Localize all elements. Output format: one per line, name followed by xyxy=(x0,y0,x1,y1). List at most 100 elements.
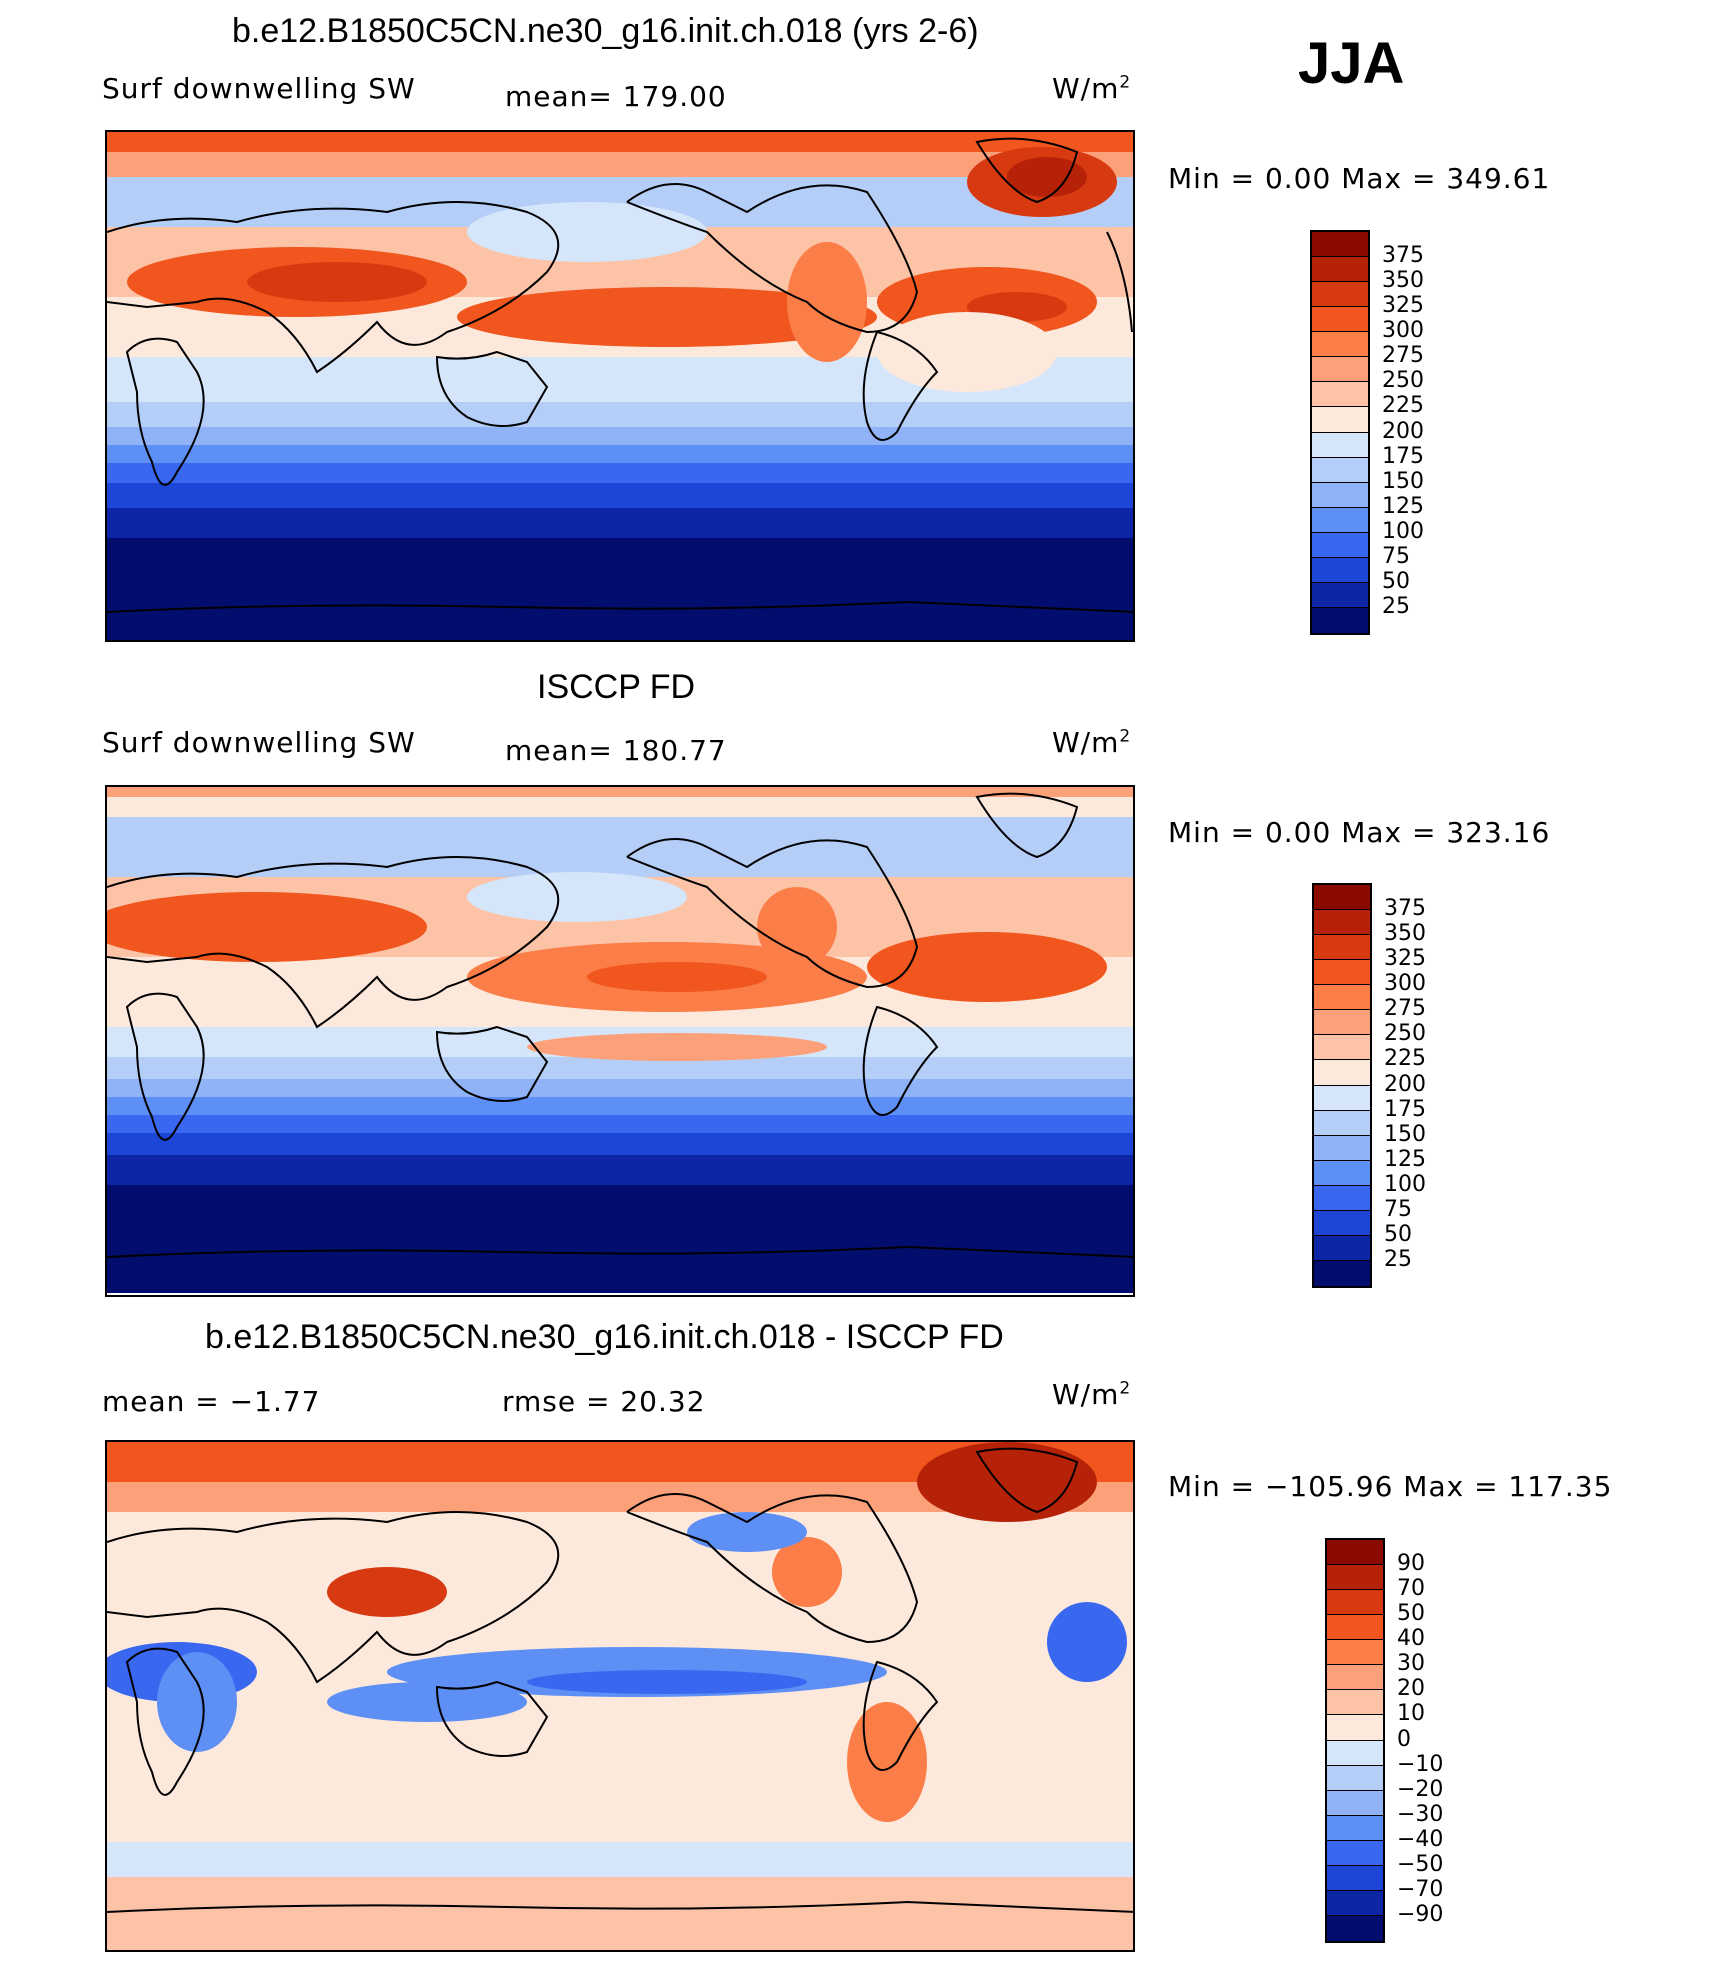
colorbar-swatch xyxy=(1312,282,1368,308)
colorbar-swatch xyxy=(1327,1640,1383,1666)
colorbar-swatch xyxy=(1314,885,1370,911)
colorbar-swatch xyxy=(1327,1540,1383,1566)
colorbar-tick-label: 50 xyxy=(1382,568,1410,594)
colorbar-swatch xyxy=(1312,507,1368,533)
colorbar-tick-label: −40 xyxy=(1397,1826,1444,1852)
colorbar-swatch xyxy=(1327,1890,1383,1916)
colorbar-swatch xyxy=(1314,1235,1370,1261)
colorbar-swatch xyxy=(1312,332,1368,358)
colorbar-swatch xyxy=(1327,1865,1383,1891)
panel3-units: W/m2 xyxy=(1052,1378,1132,1411)
colorbar-swatch xyxy=(1314,935,1370,961)
colorbar-swatch xyxy=(1312,257,1368,283)
colorbar-swatch xyxy=(1327,1590,1383,1616)
panel2-units: W/m2 xyxy=(1052,726,1132,759)
colorbar-tick-label: 10 xyxy=(1397,1701,1425,1727)
colorbar-tick-label: 300 xyxy=(1382,318,1424,344)
colorbar-swatch xyxy=(1312,382,1368,408)
colorbar-tick-label: 375 xyxy=(1384,896,1426,922)
colorbar-swatch xyxy=(1312,482,1368,508)
colorbar-swatch xyxy=(1314,1210,1370,1236)
colorbar-swatch xyxy=(1314,1085,1370,1111)
colorbar-swatch xyxy=(1327,1815,1383,1841)
colorbar-tick-label: −20 xyxy=(1397,1776,1444,1802)
colorbar-tick-label: 40 xyxy=(1397,1626,1425,1652)
colorbar-swatch xyxy=(1327,1690,1383,1716)
colorbar-swatch xyxy=(1327,1740,1383,1766)
panel2-map xyxy=(105,785,1135,1297)
colorbar-tick-label: 275 xyxy=(1382,343,1424,369)
colorbar-swatch xyxy=(1314,985,1370,1011)
colorbar-swatch xyxy=(1312,607,1368,633)
colorbar-tick-label: 100 xyxy=(1382,518,1424,544)
panel2-mean: mean= 180.77 xyxy=(505,734,727,767)
colorbar-swatch xyxy=(1312,532,1368,558)
panel1-variable-label: Surf downwelling SW xyxy=(102,72,416,105)
colorbar-swatch xyxy=(1312,432,1368,458)
colorbar-swatch xyxy=(1314,1110,1370,1136)
season-label: JJA xyxy=(1298,31,1405,96)
colorbar-tick-label: 90 xyxy=(1397,1551,1425,1577)
panel3-rmse: rmse = 20.32 xyxy=(502,1385,706,1418)
panel3-map xyxy=(105,1440,1135,1952)
colorbar-swatch xyxy=(1314,1160,1370,1186)
colorbar-swatch xyxy=(1312,307,1368,333)
colorbar-tick-label: 50 xyxy=(1384,1221,1412,1247)
colorbar-swatch xyxy=(1327,1715,1383,1741)
colorbar-swatch xyxy=(1312,582,1368,608)
colorbar-tick-label: 250 xyxy=(1384,1021,1426,1047)
colorbar-tick-label: 275 xyxy=(1384,996,1426,1022)
colorbar-tick-label: 70 xyxy=(1397,1576,1425,1602)
colorbar-tick-label: 75 xyxy=(1384,1196,1412,1222)
colorbar-swatch xyxy=(1327,1840,1383,1866)
colorbar-swatch xyxy=(1312,232,1368,258)
panel2-title: ISCCP FD xyxy=(537,668,696,706)
colorbar-swatch xyxy=(1312,457,1368,483)
colorbar-tick-label: 175 xyxy=(1384,1096,1426,1122)
colorbar-tick-label: −50 xyxy=(1397,1851,1444,1877)
colorbar-tick-label: 50 xyxy=(1397,1601,1425,1627)
colorbar-tick-label: 100 xyxy=(1384,1171,1426,1197)
colorbar-tick-label: −30 xyxy=(1397,1801,1444,1827)
colorbar-tick-label: 0 xyxy=(1397,1726,1411,1752)
colorbar-tick-label: 325 xyxy=(1384,946,1426,972)
panel2-minmax: Min = 0.00 Max = 323.16 xyxy=(1168,816,1551,849)
colorbar-tick-label: 200 xyxy=(1384,1071,1426,1097)
colorbar-tick-label: 20 xyxy=(1397,1676,1425,1702)
panel1-units: W/m2 xyxy=(1052,72,1132,105)
panel1-colorbar xyxy=(1310,230,1370,635)
colorbar-swatch xyxy=(1314,1035,1370,1061)
colorbar-swatch xyxy=(1327,1765,1383,1791)
colorbar-swatch xyxy=(1314,1060,1370,1086)
colorbar-tick-label: 200 xyxy=(1382,418,1424,444)
colorbar-swatch xyxy=(1312,357,1368,383)
panel2-variable-label: Surf downwelling SW xyxy=(102,726,416,759)
colorbar-swatch xyxy=(1314,910,1370,936)
panel3-mean: mean = −1.77 xyxy=(102,1385,321,1418)
colorbar-swatch xyxy=(1314,1010,1370,1036)
colorbar-swatch xyxy=(1314,1260,1370,1286)
colorbar-tick-label: 150 xyxy=(1384,1121,1426,1147)
panel3-colorbar xyxy=(1325,1538,1385,1943)
colorbar-tick-label: −70 xyxy=(1397,1876,1444,1902)
panel1-title: b.e12.B1850C5CN.ne30_g16.init.ch.018 (yr… xyxy=(232,12,979,50)
colorbar-tick-label: 30 xyxy=(1397,1651,1425,1677)
colorbar-tick-label: 175 xyxy=(1382,443,1424,469)
colorbar-tick-label: −90 xyxy=(1397,1901,1444,1927)
colorbar-tick-label: 350 xyxy=(1384,921,1426,947)
colorbar-tick-label: 125 xyxy=(1384,1146,1426,1172)
colorbar-tick-label: 300 xyxy=(1384,971,1426,997)
colorbar-tick-label: 250 xyxy=(1382,368,1424,394)
colorbar-tick-label: 225 xyxy=(1382,393,1424,419)
colorbar-tick-label: 225 xyxy=(1384,1046,1426,1072)
colorbar-tick-label: 25 xyxy=(1384,1246,1412,1272)
colorbar-swatch xyxy=(1312,407,1368,433)
colorbar-tick-label: 25 xyxy=(1382,593,1410,619)
panel1-map xyxy=(105,130,1135,642)
colorbar-tick-label: 325 xyxy=(1382,293,1424,319)
colorbar-swatch xyxy=(1327,1565,1383,1591)
colorbar-tick-label: −10 xyxy=(1397,1751,1444,1777)
panel2-colorbar xyxy=(1312,883,1372,1288)
colorbar-tick-label: 125 xyxy=(1382,493,1424,519)
colorbar-swatch xyxy=(1327,1665,1383,1691)
